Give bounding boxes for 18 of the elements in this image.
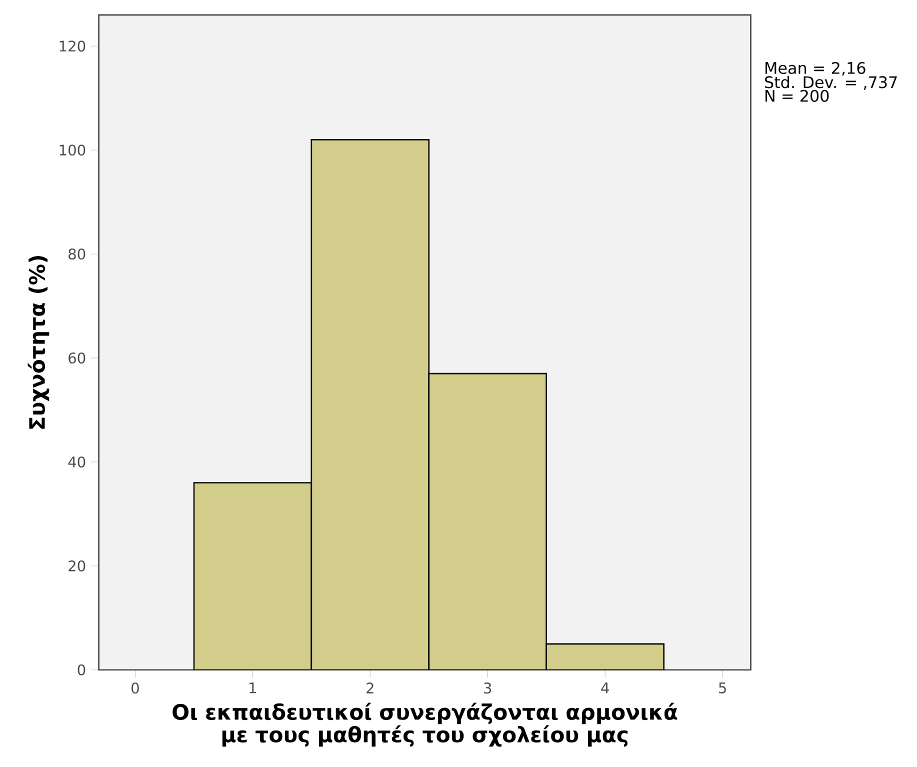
y-tick-label: 100 [60,144,86,156]
x-tick-label: 0 [132,682,139,694]
x-tick-label: 3 [484,682,492,694]
y-tick-label: 60 [68,352,86,364]
y-tick-label: 40 [68,456,86,468]
text: Std. Dev. = ,737 [765,76,897,90]
x-tick-label: 4 [601,682,609,693]
y-axis-title: Συχνότητα (%) [28,256,50,428]
x-tick-label: 5 [719,682,726,694]
text: N = 200 [766,90,829,102]
y-tick-label: 80 [68,248,86,260]
y-tick-label: 20 [68,560,86,572]
x-tick-label: 1 [250,682,256,693]
text: Mean = 2,16 [766,62,866,76]
x-axis-title: Οι εκπαιδευτικοί συνεργάζονται αρμονικά με τους μαθητές του σχολείου μας [172,702,678,746]
x-tick-label: 2 [366,682,374,694]
y-tick-label: 120 [60,40,86,52]
y-tick-label: 0 [78,664,86,676]
